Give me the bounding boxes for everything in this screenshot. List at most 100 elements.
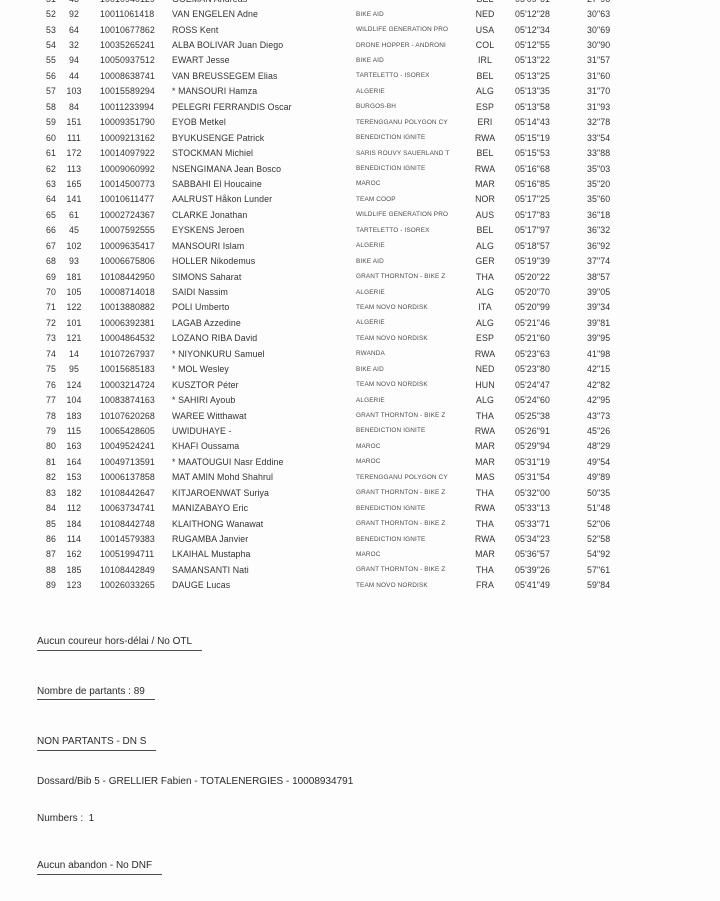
bib-cell: 164 xyxy=(66,456,82,467)
table-row: 71 122 10013880882 POLI Umberto TEAM NOV… xyxy=(0,300,720,315)
rank-cell: 59 xyxy=(46,117,56,128)
team-cell: TARTELETTO - ISOREX xyxy=(356,226,430,234)
table-row: 86 114 10014579383 RUGAMBA Janvier BENED… xyxy=(0,531,720,546)
gap-cell: 41"98 xyxy=(587,348,611,359)
table-row: 59 151 10009351790 EYOB Metkel TERENGGAN… xyxy=(0,115,720,130)
bib-cell: 182 xyxy=(66,487,82,498)
table-row: 88 185 10108442849 SAMANSANTI Nati GRANT… xyxy=(0,562,720,577)
time-cell: 05'13"58 xyxy=(515,101,550,112)
nationality-cell: THA xyxy=(476,410,494,421)
table-row: 69 181 10108442950 SIMONS Saharat GRANT … xyxy=(0,269,720,284)
uci-id-cell: 10009351790 xyxy=(100,117,155,128)
gap-cell: 39"05 xyxy=(587,287,611,298)
dns-heading: NON PARTANTS - DN S xyxy=(37,736,157,751)
uci-id-cell: 10006392381 xyxy=(100,317,155,328)
nationality-cell: MAS xyxy=(475,472,495,483)
team-cell: GRANT THORNTON - BIKE Z xyxy=(356,566,446,574)
uci-id-cell: 10107620268 xyxy=(100,410,155,421)
time-cell: 05'31"54 xyxy=(515,472,550,483)
bib-cell: 103 xyxy=(66,86,82,97)
rider-name-cell: MANSOURI Islam xyxy=(172,240,245,251)
uci-id-cell: 10014579383 xyxy=(100,534,155,545)
nationality-cell: RWA xyxy=(474,534,496,545)
table-row: 84 112 10063734741 MANIZABAYO Eric BENED… xyxy=(0,500,720,515)
gap-cell: 42"15 xyxy=(587,364,611,375)
rank-cell: 52 xyxy=(46,9,56,20)
rank-cell: 56 xyxy=(46,70,56,81)
rank-cell: 78 xyxy=(46,410,56,421)
table-row: 52 92 10011061418 VAN ENGELEN Adne BIKE … xyxy=(0,6,720,21)
rider-name-cell: UWIDUHAYE - xyxy=(172,425,232,436)
dns-rider: Dossard/Bib 5 - GRELLIER Fabien - TOTALE… xyxy=(37,775,354,787)
uci-id-cell: 10010611477 xyxy=(100,194,155,205)
rank-cell: 55 xyxy=(46,55,56,66)
time-cell: 05'13"25 xyxy=(515,70,550,81)
rank-cell: 80 xyxy=(46,441,56,452)
rank-cell: 61 xyxy=(46,148,56,159)
uci-id-cell: 10008638741 xyxy=(100,70,155,81)
nationality-cell: BEL xyxy=(466,0,504,4)
uci-id-cell: 10108442950 xyxy=(100,271,155,282)
bib-cell: 124 xyxy=(66,379,82,390)
table-row: 67 102 10009635417 MANSOURI Islam ALGERI… xyxy=(0,238,720,253)
nationality-cell: ALG xyxy=(476,317,494,328)
uci-id-cell: 10014097922 xyxy=(100,148,155,159)
gap-cell: 35"20 xyxy=(587,178,611,189)
table-row: 64 141 10010611477 AALRUST Håkon Lunder … xyxy=(0,192,720,207)
rider-name-cell: SAIDI Nassim xyxy=(172,287,228,298)
gap-cell: 43"73 xyxy=(587,410,611,421)
time-cell: 05'24"60 xyxy=(515,395,550,406)
uci-id-cell: 10008714018 xyxy=(100,287,155,298)
table-row: 80 163 10049524241 KHAFI Oussama MAROC M… xyxy=(0,439,720,454)
rank-cell: 84 xyxy=(46,503,56,514)
gap-cell: 32"78 xyxy=(587,117,611,128)
table-row: 65 61 10002724367 CLARKE Jonathan WILDLI… xyxy=(0,207,720,222)
rider-name-cell: ALBA BOLIVAR Juan Diego xyxy=(172,40,284,51)
uci-id-cell: 10009635417 xyxy=(100,240,155,251)
time-cell: 05'33"71 xyxy=(515,518,550,529)
rider-name-cell: GOEMAN Andreas xyxy=(172,0,356,4)
time-cell: 05'20"22 xyxy=(515,271,550,282)
bib-cell: 105 xyxy=(66,287,82,298)
time-cell: 05'15"53 xyxy=(515,148,550,159)
uci-id-cell: 10011233994 xyxy=(100,101,155,112)
gap-cell: 49"89 xyxy=(587,472,611,483)
uci-id-cell: 10002724367 xyxy=(100,209,155,220)
nationality-cell: BEL xyxy=(476,148,494,159)
table-row: 85 184 10108442748 KLAITHONG Wanawat GRA… xyxy=(0,516,720,531)
uci-id-cell: 10006675806 xyxy=(100,256,155,267)
uci-id-cell: 10009060992 xyxy=(100,163,155,174)
uci-id-cell: 10051994711 xyxy=(100,549,155,560)
bib-cell: 141 xyxy=(66,194,82,205)
uci-id-cell: 10015685183 xyxy=(100,364,155,375)
nationality-cell: GER xyxy=(475,256,495,267)
time-cell: 05'16"68 xyxy=(515,163,550,174)
team-cell: MAROC xyxy=(356,180,381,188)
rider-name-cell: CLARKE Jonathan xyxy=(172,209,248,220)
uci-id-cell: 10010677862 xyxy=(100,24,155,35)
rank-cell: 88 xyxy=(46,564,56,575)
rank-cell: 70 xyxy=(46,287,56,298)
bib-cell: 114 xyxy=(66,534,82,545)
table-row: 73 121 10004864532 LOZANO RIBA David TEA… xyxy=(0,331,720,346)
team-cell: GRANT THORNTON - BIKE Z xyxy=(356,273,446,281)
bib-cell: 94 xyxy=(69,55,79,66)
team-cell: BENEDICTION IGNITE xyxy=(356,504,426,512)
uci-id-cell: 10049713591 xyxy=(100,456,155,467)
uci-id-cell: 10065428605 xyxy=(100,425,155,436)
time-cell: 05'19"39 xyxy=(515,256,550,267)
rank-cell: 75 xyxy=(46,364,56,375)
table-row: 89 123 10026033265 DAUGE Lucas TEAM NOVO… xyxy=(0,578,720,593)
bib-cell: 61 xyxy=(69,209,79,220)
rank-cell: 82 xyxy=(46,472,56,483)
time-cell: 05'16"85 xyxy=(515,178,550,189)
team-cell: RWANDA xyxy=(356,350,385,358)
time-cell: 05'09"61 xyxy=(504,0,559,4)
gap-cell: 42"82 xyxy=(587,379,611,390)
nationality-cell: THA xyxy=(476,518,494,529)
rank-cell: 67 xyxy=(46,240,56,251)
rank-cell: 53 xyxy=(46,24,56,35)
time-cell: 05'21"46 xyxy=(515,317,550,328)
uci-id-cell: 10009213162 xyxy=(100,132,155,143)
